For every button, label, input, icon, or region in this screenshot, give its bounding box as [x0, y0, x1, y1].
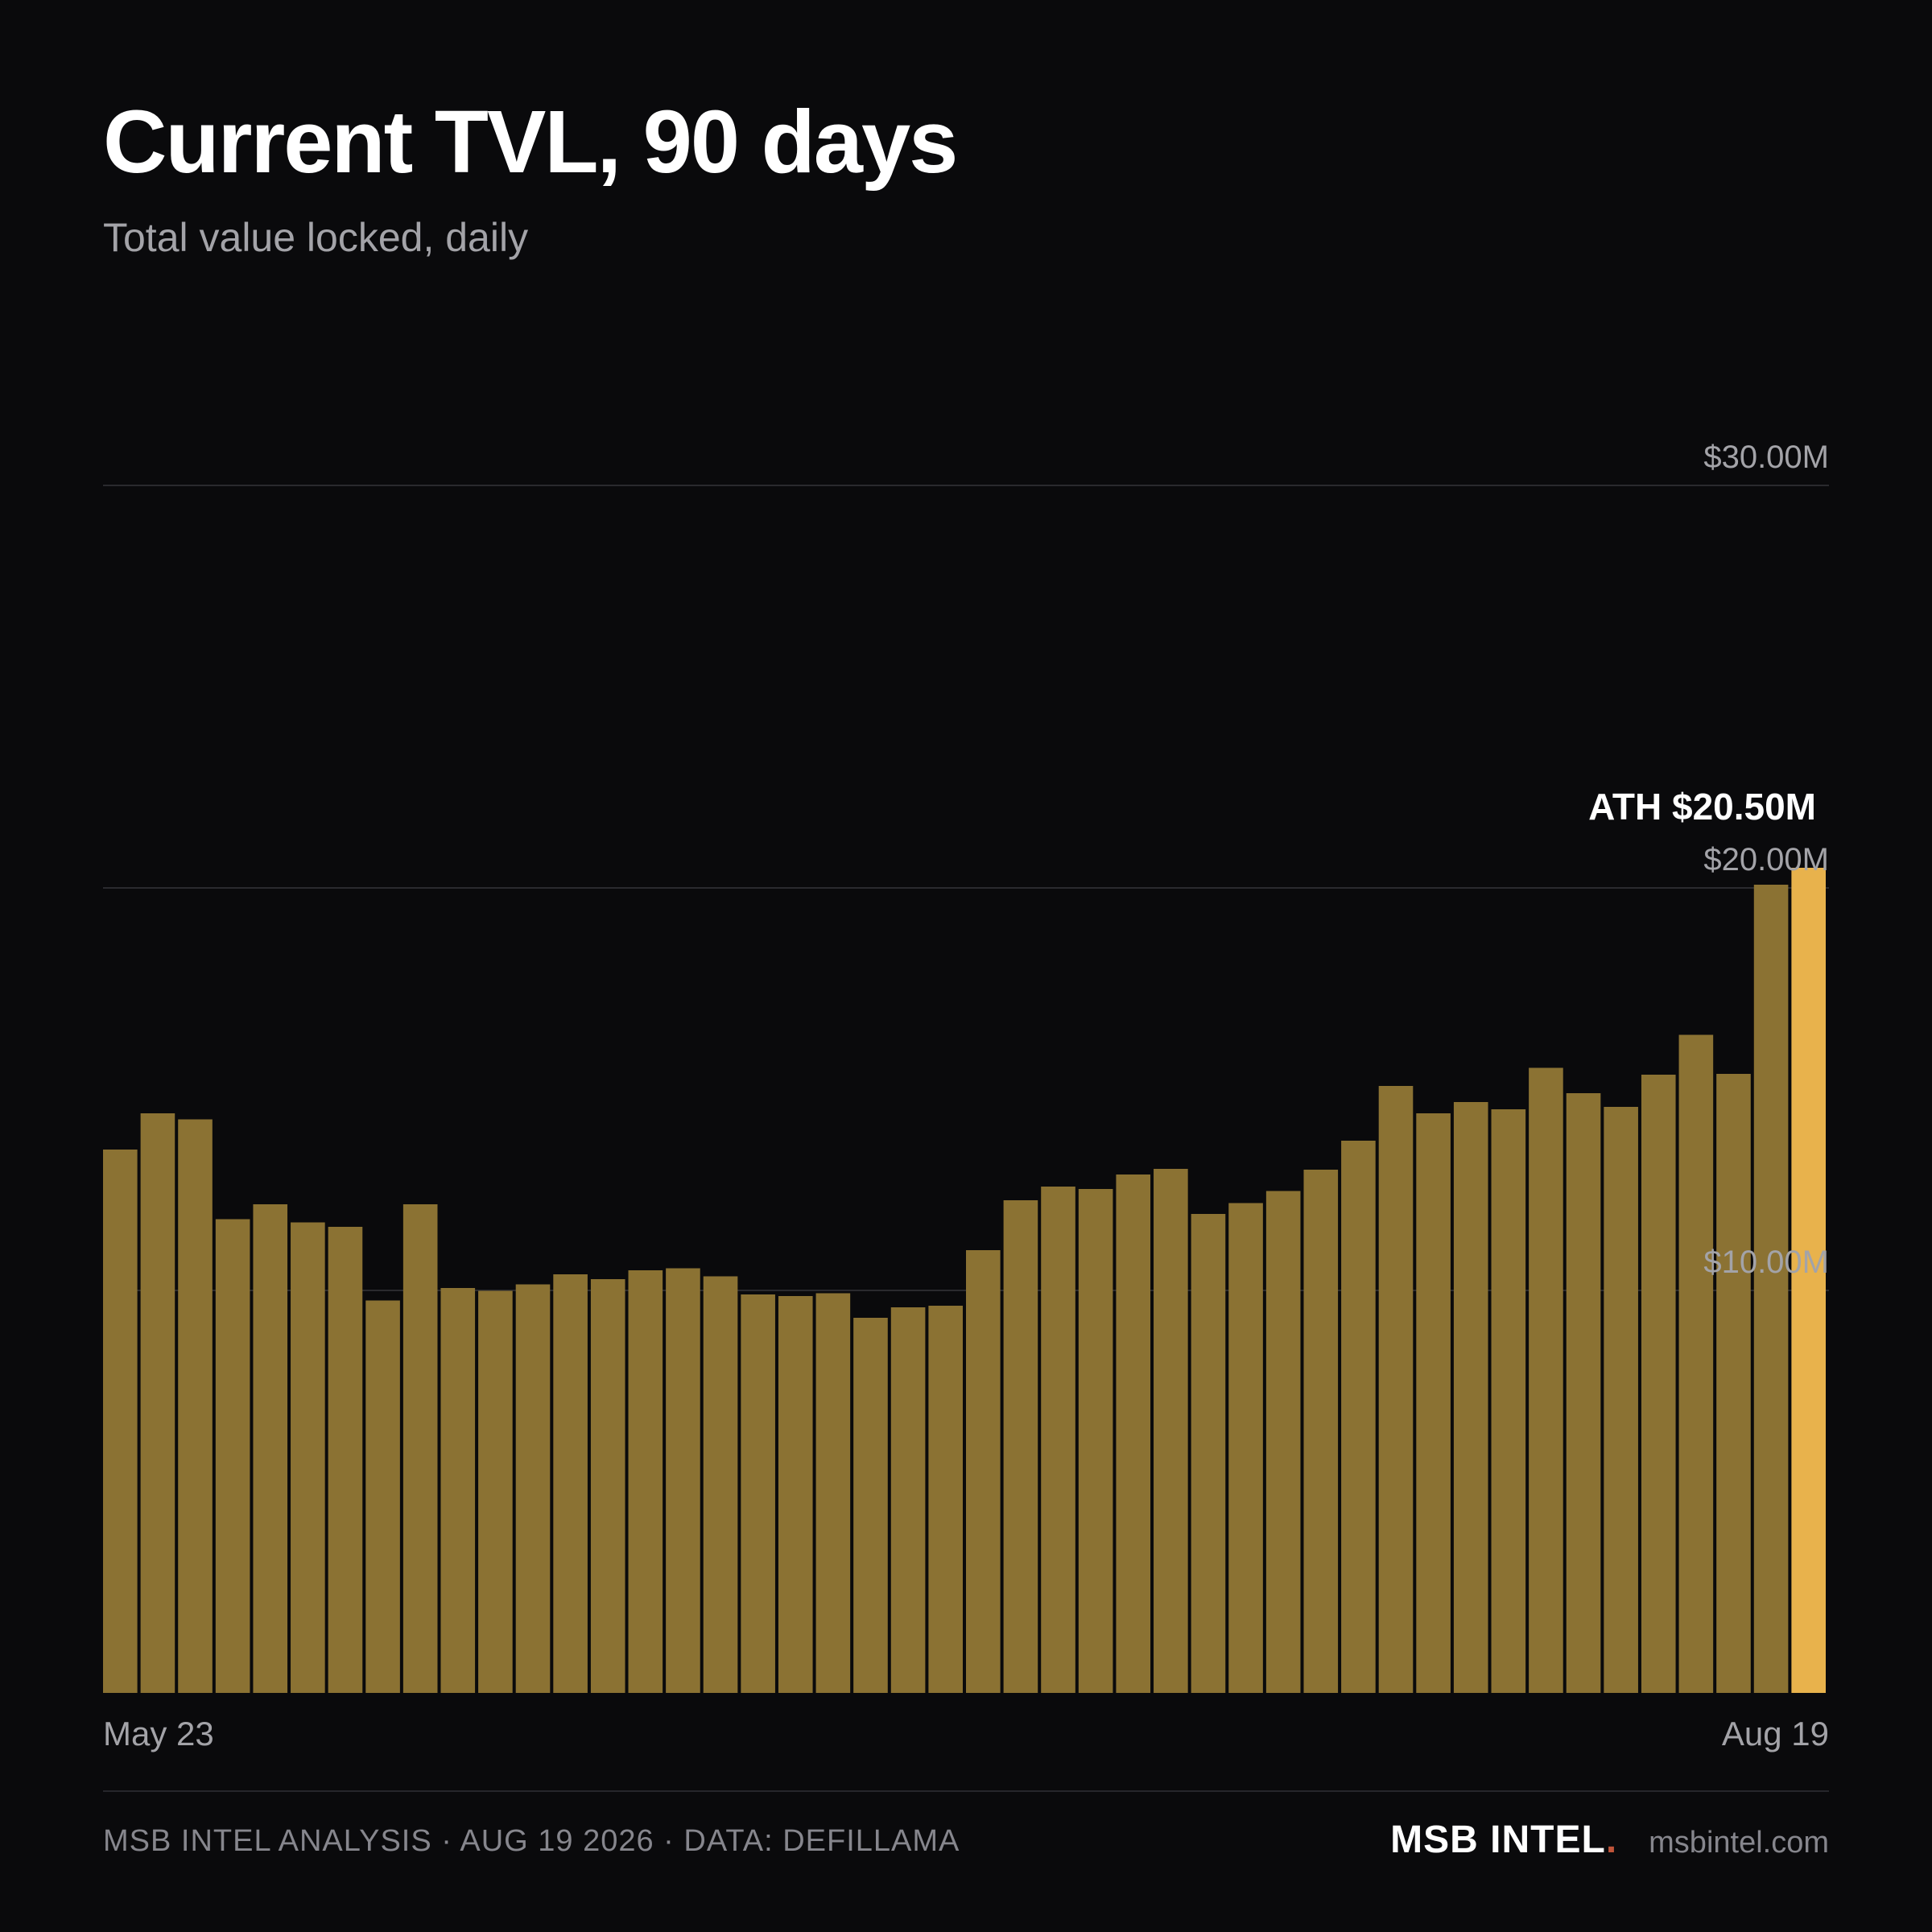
bar — [1529, 1067, 1563, 1693]
bar — [1491, 1109, 1526, 1693]
bar — [853, 1318, 888, 1693]
bar — [1566, 1093, 1601, 1693]
ath-annotation: ATH $20.50M — [1588, 786, 1816, 828]
bar — [1453, 1102, 1488, 1693]
bar-highlight — [1791, 868, 1826, 1693]
bar — [666, 1268, 700, 1693]
bar — [440, 1288, 476, 1693]
bar — [215, 1219, 250, 1693]
bar — [1154, 1169, 1188, 1693]
labels: $10.00M $20.00M $30.00M ATH $20.50M May 23 Au… — [103, 440, 1829, 1752]
bar — [815, 1293, 851, 1693]
bar — [178, 1119, 213, 1693]
bar — [890, 1307, 926, 1693]
tvl-bar-chart: $10.00M $20.00M $30.00M ATH $20.50M May 23 Au… — [103, 440, 1829, 1752]
bar — [365, 1300, 400, 1693]
footer-credit: MSB INTEL ANALYSIS · AUG 19 2026 · DATA:… — [103, 1824, 960, 1858]
bar — [1604, 1107, 1638, 1693]
bar — [1116, 1174, 1151, 1693]
bar — [553, 1274, 588, 1693]
bar — [291, 1222, 325, 1693]
bar — [1753, 885, 1789, 1693]
bar — [140, 1113, 175, 1693]
y-tick-label: $30.00M — [1703, 440, 1829, 475]
bar — [1303, 1170, 1339, 1693]
bar — [1228, 1203, 1263, 1693]
bar — [928, 1306, 963, 1693]
bar — [402, 1204, 438, 1693]
bar — [741, 1294, 775, 1693]
site-link[interactable]: msbintel.com — [1649, 1826, 1829, 1860]
bar — [1641, 1075, 1676, 1693]
footer-divider — [103, 1790, 1829, 1792]
x-end-label: Aug 19 — [1722, 1715, 1829, 1752]
bar — [703, 1276, 738, 1693]
bar — [1416, 1113, 1451, 1693]
bar — [1378, 1086, 1414, 1693]
bars — [103, 868, 1826, 1693]
bar — [778, 1296, 813, 1693]
bar — [478, 1290, 513, 1693]
bar — [253, 1204, 288, 1693]
y-tick-label: $10.00M — [1703, 1245, 1829, 1280]
footer-brand-block: MSB INTEL . msbintel.com — [1390, 1818, 1829, 1862]
bar — [1191, 1214, 1226, 1693]
bar — [1678, 1034, 1714, 1693]
bar — [1041, 1187, 1075, 1693]
bar — [103, 1150, 138, 1693]
x-start-label: May 23 — [103, 1715, 214, 1752]
bar — [1078, 1189, 1113, 1693]
bar — [328, 1227, 363, 1693]
brand-logo: MSB INTEL — [1390, 1818, 1606, 1861]
bar — [1341, 1141, 1376, 1693]
bar — [515, 1284, 551, 1693]
bar — [966, 1250, 1001, 1693]
bar — [1265, 1191, 1301, 1693]
bar — [628, 1270, 663, 1693]
y-tick-label: $20.00M — [1703, 842, 1829, 877]
chart-subtitle: Total value locked, daily — [103, 215, 529, 260]
bar — [1716, 1074, 1751, 1693]
chart-title: Current TVL, 90 days — [103, 93, 958, 192]
brand-dot: . — [1605, 1818, 1617, 1861]
bar — [590, 1279, 625, 1693]
bar — [1003, 1200, 1038, 1693]
